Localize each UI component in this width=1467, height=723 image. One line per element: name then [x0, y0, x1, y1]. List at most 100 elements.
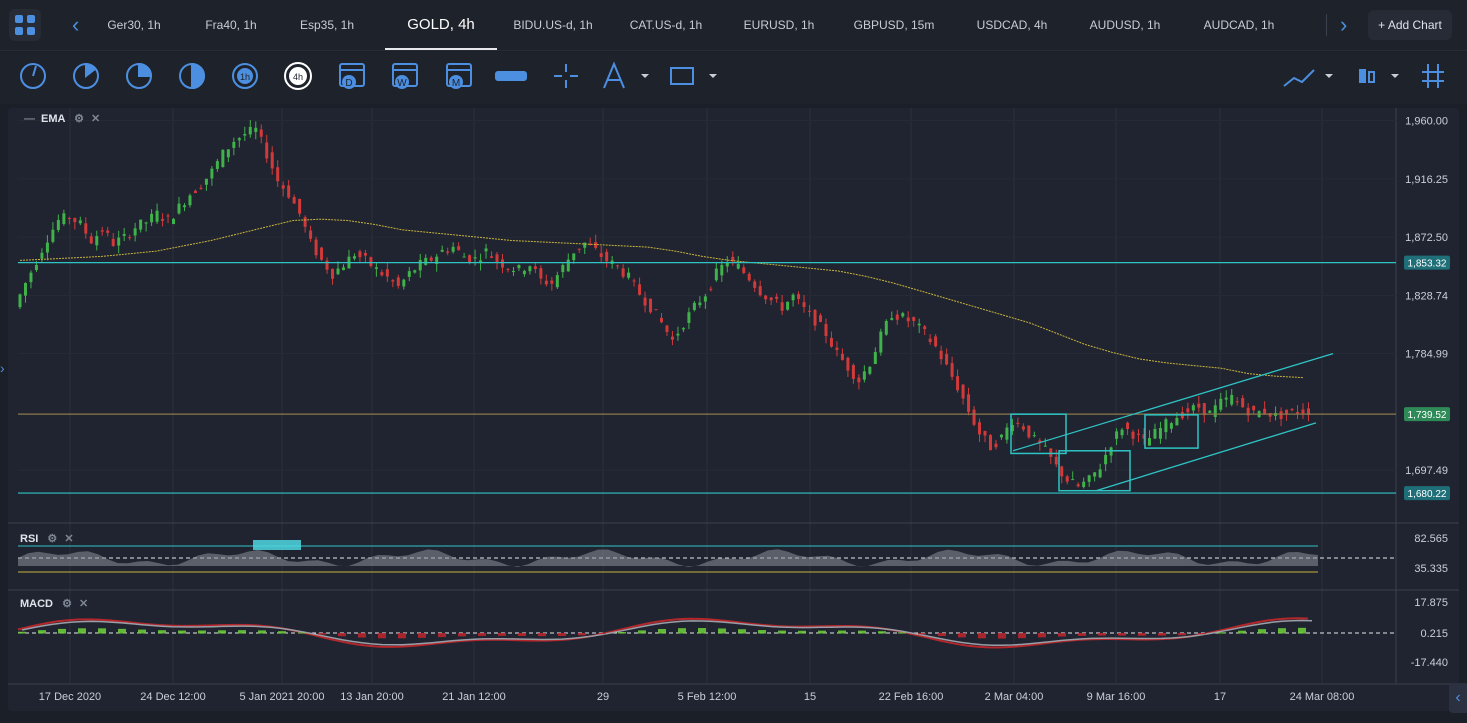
ruler-icon[interactable]	[495, 71, 527, 81]
timeframe-day-icon[interactable]: D	[339, 63, 365, 89]
tab-ger30[interactable]: Ger30, 1h	[107, 18, 161, 32]
indicators-icon[interactable]	[1283, 69, 1315, 87]
candle-body	[851, 365, 855, 379]
close-icon[interactable]: ✕	[91, 113, 101, 125]
channel-line[interactable]	[1095, 422, 1317, 492]
settings-icon[interactable]: ⚙	[74, 113, 84, 125]
drawing-tools-dropdown-icon[interactable]	[641, 74, 649, 78]
candle-body	[1060, 466, 1064, 477]
close-icon[interactable]: ✕	[79, 598, 89, 610]
timeframe-month-icon[interactable]: M	[446, 63, 472, 89]
timeframe-15m-icon[interactable]	[126, 62, 153, 89]
tab-bidu[interactable]: BIDU.US-d, 1h	[513, 18, 593, 32]
rectangle-icon[interactable]	[670, 67, 694, 85]
candle-body	[1010, 424, 1014, 432]
candle-body	[999, 434, 1003, 438]
chart-type-icon[interactable]	[1359, 69, 1375, 83]
close-icon[interactable]: ✕	[64, 533, 74, 545]
layout-grid-icon[interactable]	[9, 9, 41, 41]
macd-histogram-bar	[418, 633, 426, 638]
candle-body	[731, 256, 735, 262]
macd-histogram-bar	[1118, 633, 1126, 636]
timeframe-1m-icon[interactable]	[20, 63, 46, 89]
tabs-scroll-left-icon[interactable]: ‹	[72, 12, 80, 37]
rectangle-drawing[interactable]	[1058, 450, 1131, 492]
candle-body	[786, 301, 790, 310]
candle-body	[605, 251, 609, 262]
candle-body	[495, 254, 499, 262]
macd-histogram-bar	[118, 628, 126, 634]
candle-body	[994, 443, 998, 448]
candle-body	[89, 236, 93, 244]
candle-body	[967, 394, 971, 412]
candle-body	[1093, 472, 1097, 477]
tab-esp35[interactable]: Esp35, 1h	[299, 18, 355, 32]
candle-body	[369, 257, 373, 267]
candle-body	[835, 347, 839, 350]
channel-line[interactable]	[1012, 352, 1334, 452]
rsi-label[interactable]: RSI ⚙ ✕	[20, 533, 74, 545]
candle-body	[45, 242, 49, 253]
timeframe-30m-icon[interactable]	[179, 62, 205, 90]
candle-body	[1065, 476, 1069, 482]
settings-icon[interactable]: ⚙	[47, 533, 58, 545]
tab-gold[interactable]: GOLD, 4h	[385, 0, 497, 50]
macd-histogram-bar	[1218, 632, 1226, 634]
drawing-tools-icon[interactable]	[603, 61, 625, 89]
macd-histogram-bar	[358, 633, 366, 638]
tabs-scroll-right-icon[interactable]: ›	[1340, 12, 1348, 37]
indicators-dropdown-icon[interactable]	[1325, 74, 1333, 78]
timeframe-4h-icon[interactable]: 4h	[284, 62, 312, 90]
chart-panel[interactable]: 1,853.32 1,739.52 1,680.22 1,960.00 1,916.2…	[8, 108, 1459, 711]
candle-body	[802, 302, 806, 307]
candle-body	[468, 255, 472, 263]
candle-body	[309, 230, 313, 239]
candle-body	[709, 288, 713, 290]
candle-body	[1126, 422, 1130, 429]
expand-panel-icon[interactable]: ‹	[1449, 683, 1467, 713]
candle-body	[572, 253, 576, 261]
price-chart[interactable]: 1,853.32 1,739.52 1,680.22 1,960.00 1,916.2…	[8, 108, 1459, 711]
rectangle-drawing[interactable]	[1144, 414, 1199, 449]
tab-eurusd[interactable]: EURUSD, 1h	[743, 18, 815, 32]
macd-histogram-bar	[438, 633, 446, 638]
grid-icon[interactable]	[1422, 64, 1444, 88]
macd-histogram-bar	[918, 633, 926, 635]
tab-audcad[interactable]: AUDCAD, 1h	[1203, 18, 1275, 32]
candle-body	[144, 222, 148, 224]
candle-body	[418, 259, 422, 271]
add-chart-button[interactable]: + Add Chart	[1368, 10, 1452, 40]
macd-histogram-bar	[258, 630, 266, 634]
macd-label[interactable]: MACD ⚙ ✕	[20, 598, 89, 610]
macd-histogram-bar	[1038, 633, 1046, 638]
macd-histogram-bar	[1018, 633, 1026, 639]
candle-body	[500, 259, 504, 268]
chart-type-dropdown-icon[interactable]	[1391, 74, 1399, 78]
candle-body	[150, 213, 154, 223]
crosshair-icon[interactable]	[554, 64, 578, 88]
rectangle-drawing[interactable]	[1010, 413, 1067, 455]
ema-label[interactable]: — EMA ⚙ ✕	[24, 113, 101, 125]
macd-histogram-bar	[218, 630, 226, 634]
candle-body	[978, 422, 982, 435]
timeframe-5m-icon[interactable]	[73, 62, 99, 89]
timeframe-week-icon[interactable]: W	[392, 63, 418, 89]
tab-cat[interactable]: CAT.US-d, 1h	[629, 18, 703, 32]
candle-body	[824, 323, 828, 336]
timeframe-1h-icon[interactable]: 1h	[232, 63, 258, 89]
macd-histogram-bar	[1098, 633, 1106, 636]
tab-usdcad[interactable]: USDCAD, 4h	[976, 18, 1048, 32]
left-panel-toggle-icon[interactable]: ›	[0, 360, 5, 376]
candle-body	[374, 267, 378, 269]
candle-body	[380, 272, 384, 276]
tab-audusd[interactable]: AUDUSD, 1h	[1089, 18, 1161, 32]
tab-fra40[interactable]: Fra40, 1h	[205, 18, 257, 32]
candle-body	[139, 219, 143, 230]
settings-icon[interactable]: ⚙	[62, 598, 72, 610]
rectangle-dropdown-icon[interactable]	[709, 74, 717, 78]
price-badge-label: 1,853.32	[1408, 259, 1447, 270]
tab-gbpusd[interactable]: GBPUSD, 15m	[853, 18, 935, 32]
candle-body	[972, 409, 976, 425]
candle-body	[177, 203, 181, 214]
macd-histogram-bar	[78, 628, 86, 634]
